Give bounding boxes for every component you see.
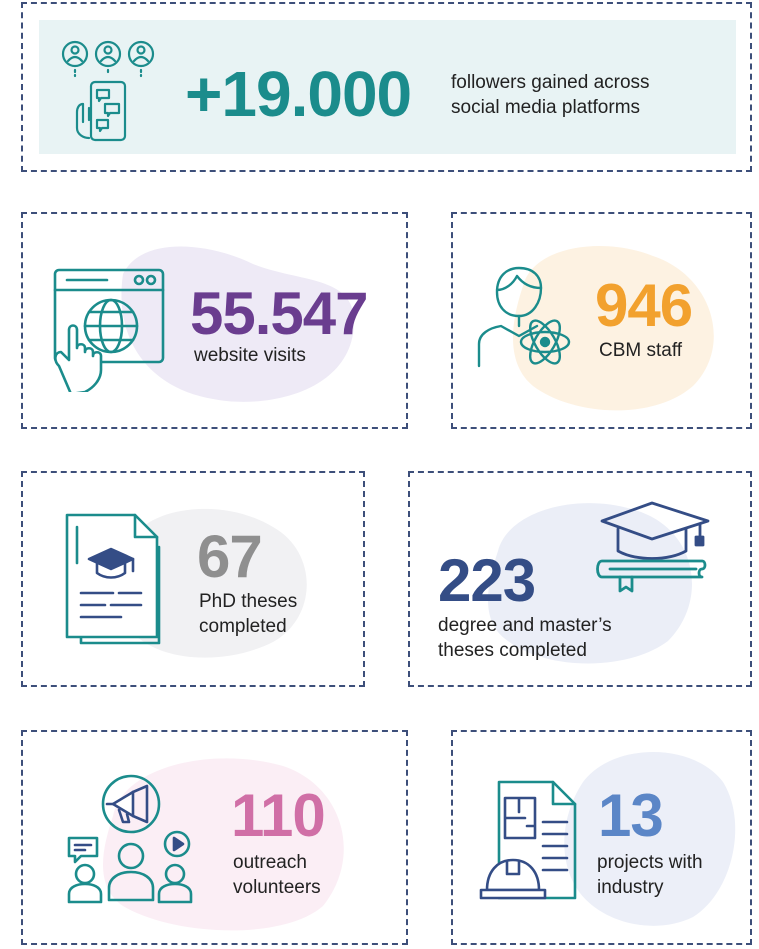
megaphone-people-icon xyxy=(67,774,193,904)
followers-panel xyxy=(39,20,736,154)
industry-projects-label: projects with industry xyxy=(597,852,703,898)
phd-theses-value: 67 xyxy=(197,523,263,590)
followers-label: followers gained across social media pla… xyxy=(451,72,650,118)
cbm-staff-label: CBM staff xyxy=(599,340,683,361)
background-blob xyxy=(121,246,355,402)
graduation-cap-book-icon xyxy=(596,501,710,593)
phd-theses-card: 67 PhD theses completed xyxy=(21,471,365,687)
background-blob xyxy=(513,246,714,411)
website-visits-card: 55.547 website visits xyxy=(21,212,408,429)
outreach-volunteers-value: 110 xyxy=(231,782,326,849)
scientist-atom-icon xyxy=(477,266,571,368)
degree-theses-card: 223 degree and master’s theses completed xyxy=(408,471,752,687)
industry-projects-card: 13 projects with industry xyxy=(451,730,752,945)
blueprint-helmet-icon xyxy=(479,780,577,900)
background-blob xyxy=(488,503,692,664)
social-media-phone-icon xyxy=(61,40,155,142)
outreach-volunteers-label: outreach volunteers xyxy=(233,852,321,898)
followers-value: +19.000 xyxy=(185,58,412,130)
background-blob xyxy=(116,508,307,658)
phd-theses-label: PhD theses completed xyxy=(199,591,298,637)
degree-theses-value: 223 xyxy=(438,547,536,614)
website-visits-label: website visits xyxy=(194,345,306,366)
thesis-document-icon xyxy=(65,513,161,645)
website-visits-value: 55.547 xyxy=(190,280,369,347)
background-blob xyxy=(564,752,736,926)
cbm-staff-card: 946 CBM staff xyxy=(451,212,752,429)
outreach-volunteers-card: 110 outreach volunteers xyxy=(21,730,408,945)
cbm-staff-value: 946 xyxy=(595,272,693,339)
followers-card: +19.000 followers gained across social m… xyxy=(21,2,752,172)
industry-projects-value: 13 xyxy=(598,782,664,849)
degree-theses-label: degree and master’s theses completed xyxy=(438,615,612,661)
website-globe-icon xyxy=(53,268,165,392)
